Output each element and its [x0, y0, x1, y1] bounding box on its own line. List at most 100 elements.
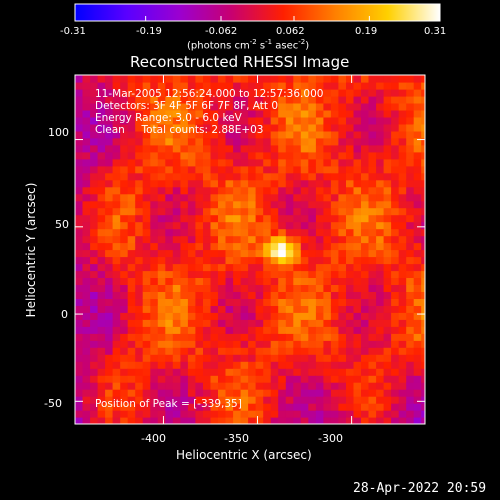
heatmap-cell: [172, 284, 181, 292]
heatmap-cell: [112, 263, 121, 272]
heatmap-cell: [127, 319, 136, 327]
heatmap-cell: [278, 284, 287, 292]
heatmap-cell: [315, 158, 324, 167]
heatmap-cell: [180, 95, 189, 104]
heatmap-cell: [157, 326, 166, 334]
heatmap-cell: [330, 165, 339, 174]
heatmap-cell: [150, 158, 159, 167]
heatmap-cell: [361, 172, 370, 181]
heatmap-cell: [376, 200, 385, 209]
heatmap-cell: [187, 249, 196, 258]
heatmap-cell: [368, 130, 377, 139]
heatmap-cell: [233, 89, 242, 97]
heatmap-cell: [315, 130, 324, 139]
heatmap-cell: [406, 165, 415, 174]
heatmap-cell: [82, 256, 91, 265]
heatmap-cell: [135, 228, 144, 237]
heatmap-cell: [391, 179, 400, 188]
heatmap-cell: [240, 207, 249, 216]
heatmap-cell: [368, 347, 377, 355]
heatmap-cell: [255, 95, 264, 104]
heatmap-cell: [285, 89, 294, 97]
heatmap-cell: [142, 319, 151, 327]
heatmap-cell: [353, 284, 362, 292]
heatmap-cell: [172, 319, 181, 327]
heatmap-cell: [150, 410, 159, 418]
heatmap-cell: [135, 193, 144, 202]
heatmap-cell: [413, 410, 422, 418]
heatmap-cell: [285, 270, 294, 278]
heatmap-cell: [165, 123, 174, 132]
heatmap-cell: [300, 95, 309, 104]
heatmap-cell: [330, 263, 339, 272]
heatmap-cell: [97, 200, 106, 209]
heatmap-cell: [240, 403, 249, 411]
heatmap-cell: [413, 144, 422, 153]
heatmap-cell: [376, 102, 385, 111]
heatmap-cell: [233, 228, 242, 237]
heatmap-cell: [135, 319, 144, 327]
heatmap-cell: [263, 179, 272, 188]
heatmap-cell: [323, 158, 332, 167]
heatmap-cell: [90, 319, 99, 327]
heatmap-cell: [203, 326, 212, 334]
heatmap-cell: [180, 403, 189, 411]
heatmap-cell: [240, 354, 249, 362]
heatmap-cell: [248, 333, 257, 341]
heatmap-cell: [330, 361, 339, 369]
heatmap-cell: [308, 158, 317, 167]
heatmap-cell: [308, 235, 317, 244]
heatmap-cell: [421, 368, 425, 376]
heatmap-cell: [398, 221, 407, 230]
heatmap-cell: [368, 144, 377, 153]
heatmap-cell: [278, 417, 287, 424]
heatmap-cell: [278, 228, 287, 237]
heatmap-cell: [315, 165, 324, 174]
heatmap-cell: [383, 396, 392, 404]
heatmap-cell: [127, 186, 136, 195]
heatmap-cell: [308, 263, 317, 272]
heatmap-cell: [315, 417, 324, 424]
heatmap-cell: [308, 312, 317, 320]
heatmap-cell: [285, 326, 294, 334]
heatmap-cell: [376, 305, 385, 313]
heatmap-cell: [218, 396, 227, 404]
heatmap-cell: [240, 144, 249, 153]
heatmap-cell: [353, 116, 362, 125]
heatmap-cell: [187, 207, 196, 216]
heatmap-cell: [172, 305, 181, 313]
heatmap-cell: [383, 284, 392, 292]
heatmap-cell: [75, 207, 84, 216]
heatmap-cell: [165, 382, 174, 390]
heatmap-cell: [413, 368, 422, 376]
heatmap-cell: [225, 305, 234, 313]
heatmap-cell: [165, 368, 174, 376]
heatmap-cell: [406, 130, 415, 139]
heatmap-cell: [233, 368, 242, 376]
heatmap-cell: [383, 277, 392, 285]
heatmap-cell: [172, 165, 181, 174]
heatmap-cell: [398, 144, 407, 153]
heatmap-cell: [157, 221, 166, 230]
heatmap-cell: [120, 193, 129, 202]
heatmap-cell: [218, 389, 227, 397]
heatmap-cell: [97, 151, 106, 160]
heatmap-cell: [142, 263, 151, 272]
heatmap-cell: [218, 75, 227, 83]
heatmap-cell: [315, 354, 324, 362]
heatmap-cell: [421, 109, 425, 118]
heatmap-cell: [368, 193, 377, 202]
heatmap-cell: [323, 75, 332, 83]
heatmap-cell: [187, 277, 196, 285]
heatmap-cell: [263, 263, 272, 272]
heatmap-cell: [346, 242, 355, 251]
heatmap-cell: [330, 298, 339, 306]
heatmap-cell: [398, 89, 407, 97]
heatmap-cell: [413, 186, 422, 195]
heatmap-cell: [383, 305, 392, 313]
heatmap-cell: [187, 396, 196, 404]
heatmap-cell: [391, 333, 400, 341]
heatmap-cell: [203, 319, 212, 327]
heatmap-cell: [330, 75, 339, 83]
heatmap-cell: [218, 284, 227, 292]
